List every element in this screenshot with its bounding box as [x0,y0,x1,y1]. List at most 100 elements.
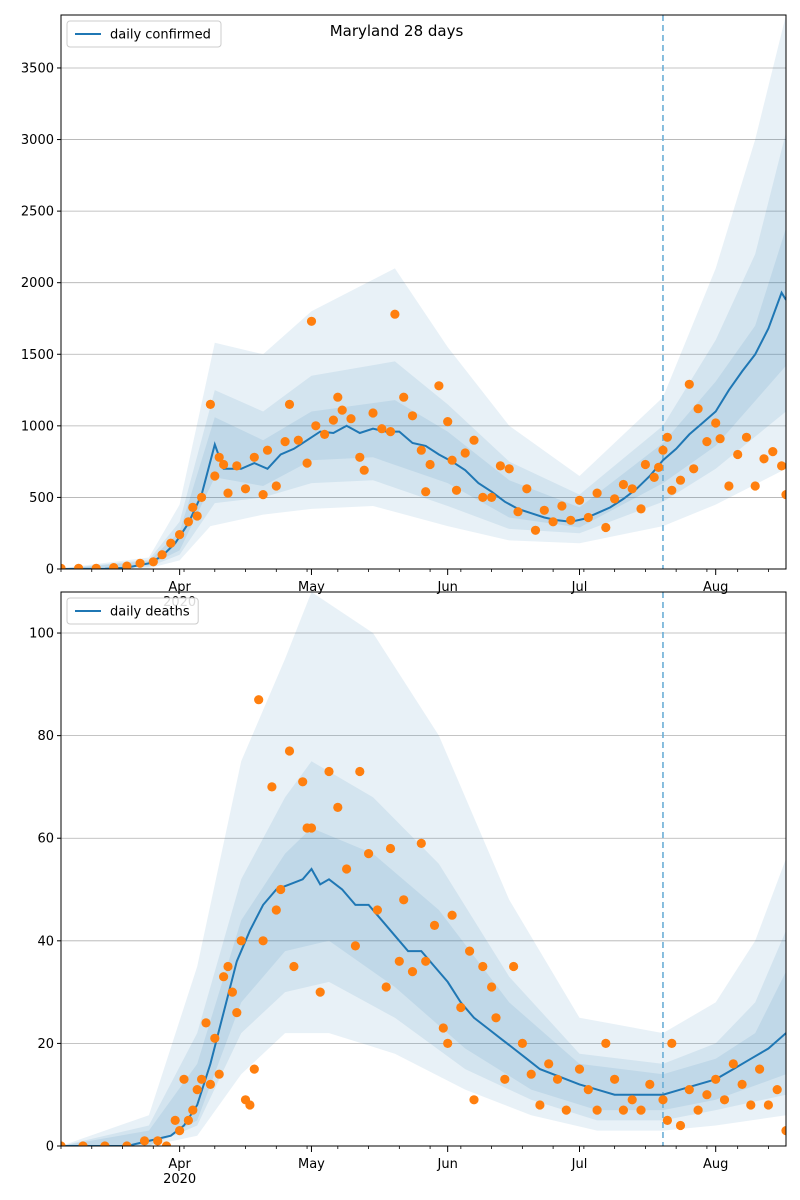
y-tick-label: 1500 [21,348,54,363]
data-point [416,838,426,849]
data-point [192,1085,202,1095]
data-point [205,1079,215,1089]
data-point [74,563,84,569]
data-point [469,1095,479,1105]
data-point [284,399,295,409]
uncertainty-bands [61,15,786,569]
data-point [289,961,299,972]
data-point [583,1085,593,1095]
chart-title: Maryland 28 days [330,22,464,40]
data-point [781,490,786,500]
data-point [197,1074,207,1084]
data-point [342,864,352,874]
data-point [390,309,400,319]
data-point [654,462,664,472]
data-point [478,492,488,502]
data-point [715,434,725,444]
data-point [328,415,338,425]
data-point [429,920,440,931]
data-point [675,1120,686,1131]
data-point [675,475,686,485]
data-point [135,558,145,568]
data-point [684,1085,694,1095]
data-point [456,1002,466,1013]
data-point [447,910,457,920]
data-point [407,411,418,421]
data-point [552,1074,563,1084]
data-point [530,525,541,535]
data-point [175,1126,185,1136]
data-point [495,461,505,471]
data-point [601,522,611,533]
data-point [465,946,475,956]
data-point [768,447,778,457]
data-point [223,488,233,498]
data-point [385,427,396,437]
data-point [157,550,167,560]
data-point [728,1059,738,1069]
data-point [746,1100,756,1110]
x-tick-label: Aug [703,580,728,595]
data-point [298,777,308,787]
data-point [219,459,229,470]
data-point [306,316,317,326]
series-group [61,695,786,1146]
data-point [122,1141,132,1146]
data-point [500,1074,510,1084]
data-point [478,961,488,972]
data-point [711,418,721,428]
legend-label: daily confirmed [110,28,211,43]
data-point [737,1079,747,1089]
data-point [346,414,356,424]
data-point [592,1105,602,1115]
chart-panel-1: 0500100015002000250030003500Apr2020MayJu… [21,14,787,610]
y-tick-label: 1000 [21,419,54,434]
data-point [750,481,760,491]
data-point [702,1090,712,1100]
data-point [724,481,734,491]
data-point [684,379,694,389]
data-point [702,437,712,447]
data-point [504,464,514,474]
data-point [170,1115,180,1125]
data-point [517,1038,528,1048]
data-point [61,1141,66,1146]
data-point [618,479,629,490]
data-point [249,1064,259,1074]
band-outer [61,15,786,569]
data-point [451,485,462,495]
y-tick-label: 20 [37,1037,54,1052]
data-point [179,1074,189,1084]
data-point [306,823,317,833]
data-point [636,1105,646,1115]
data-point [443,1038,453,1048]
data-point [610,494,620,504]
data-point [91,563,101,569]
data-point [566,515,576,525]
data-point [377,424,387,434]
data-point [407,967,418,977]
legend-box [66,20,222,48]
data-point [636,504,646,514]
data-point [166,538,176,548]
y-tick-label: 2000 [21,276,54,291]
data-point [100,1141,110,1146]
data-point [667,485,677,495]
data-point [232,1008,242,1018]
data-point [284,746,295,756]
data-point [148,557,158,567]
data-point [210,471,220,481]
data-point [350,941,360,951]
data-point [649,472,659,482]
data-point [781,1126,786,1136]
data-point [469,435,479,445]
data-point [214,452,224,462]
data-point [254,695,264,705]
data-point [438,1023,448,1033]
data-point [640,459,651,470]
data-point [693,404,703,414]
data-point [236,936,246,946]
data-point [315,987,325,997]
